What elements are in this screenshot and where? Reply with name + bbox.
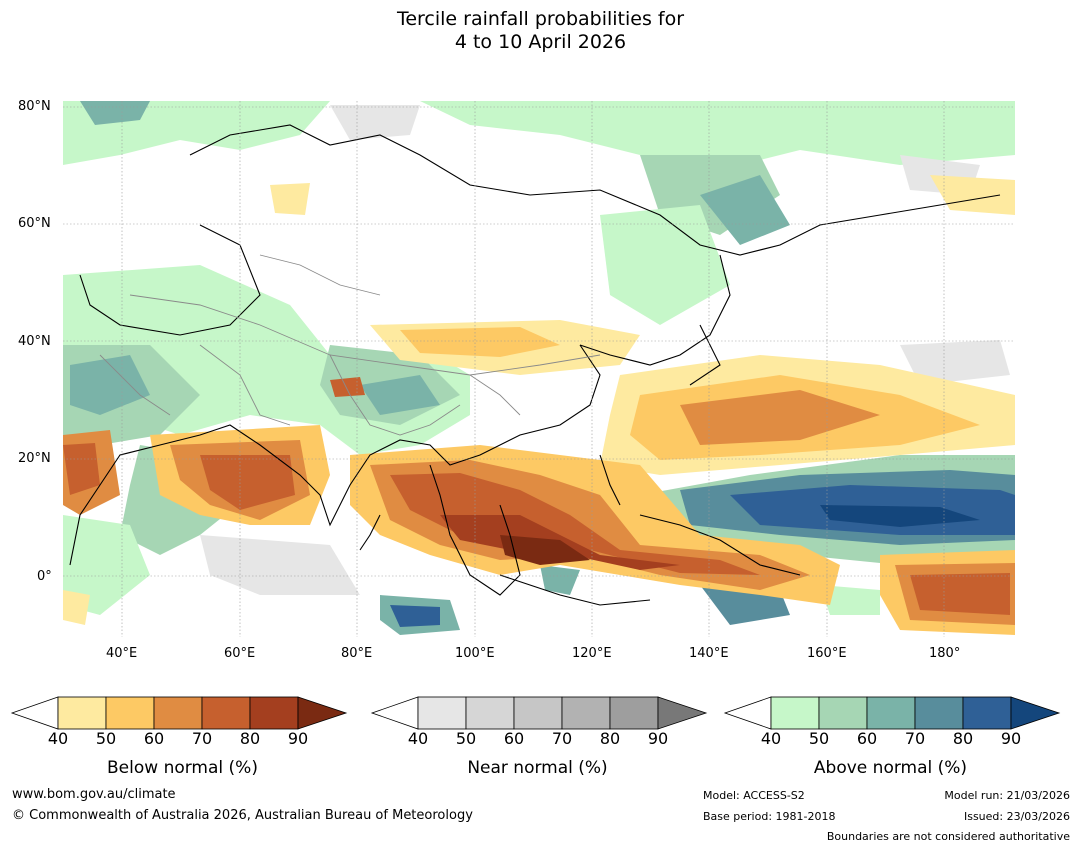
- colorbar-above-segment: [818, 696, 868, 730]
- colorbar-below-extend-high: [297, 696, 348, 730]
- country-borders: [99, 254, 601, 436]
- colorbar-above-svg: 40 50 60 70 80 90: [723, 696, 1061, 748]
- colorbar-below-segment: [105, 696, 155, 730]
- lon-label-120e: 120°E: [572, 646, 612, 661]
- colorbar-near-extend-low: [370, 696, 419, 730]
- colorbar-near-segment: [513, 696, 563, 730]
- colorbar-near-tick-label: 80: [600, 729, 620, 748]
- colorbar-below-tick-label: 40: [48, 729, 68, 748]
- lat-label-0: 0°: [37, 569, 52, 584]
- colorbar-near-segment: [561, 696, 611, 730]
- lat-label-60n: 60°N: [18, 216, 51, 231]
- colorbar-below-segment: [249, 696, 299, 730]
- map-field: [63, 101, 1015, 637]
- colorbar-above-tick-label: 70: [905, 729, 925, 748]
- lat-label-40n: 40°N: [18, 334, 51, 349]
- colorbar-below-segment: [201, 696, 251, 730]
- footer-disclaimer: Boundaries are not considered authoritat…: [826, 830, 1070, 843]
- footer-website: www.bom.gov.au/climate: [12, 787, 176, 802]
- colorbar-near-svg: 40 50 60 70 80 90: [370, 696, 708, 748]
- lon-label-180: 180°: [929, 646, 961, 661]
- coastlines: [69, 124, 1001, 606]
- colorbar-near-tick-label: 70: [552, 729, 572, 748]
- title-line-1: Tercile rainfall probabilities for: [396, 8, 685, 30]
- map-title: Tercile rainfall probabilities for 4 to …: [0, 8, 1081, 54]
- colorbar-above-segment: [770, 696, 820, 730]
- lon-label-100e: 100°E: [455, 646, 495, 661]
- colorbar-title-above: Above normal (%): [813, 758, 968, 778]
- colorbar-near-tick-label: 60: [504, 729, 524, 748]
- colorbar-near-normal: 40 50 60 70 80 90: [370, 690, 715, 785]
- colorbar-below-svg: 40 50 60 70 80 90: [10, 696, 348, 748]
- colorbar-below-tick-label: 90: [288, 729, 308, 748]
- lon-label-80e: 80°E: [341, 646, 373, 661]
- map-canvas: [63, 101, 1015, 637]
- colorbar-above-extend-high: [1010, 696, 1061, 730]
- colorbar-above-normal: 40 50 60 70 80 90: [723, 690, 1068, 785]
- title-line-2: 4 to 10 April 2026: [454, 31, 627, 53]
- footer-model-run: Model run: 21/03/2026: [944, 789, 1070, 802]
- graticule: [63, 101, 1015, 637]
- colorbar-below-normal: 40 50 60 70 80 90: [10, 690, 355, 785]
- lat-label-20n: 20°N: [18, 451, 51, 466]
- colorbar-title-near: Near normal (%): [467, 758, 608, 778]
- footer-model: Model: ACCESS-S2: [703, 789, 805, 802]
- lon-label-60e: 60°E: [224, 646, 256, 661]
- colorbar-above-tick-label: 90: [1001, 729, 1021, 748]
- colorbar-below-tick-label: 80: [240, 729, 260, 748]
- colorbar-above-segment: [914, 696, 964, 730]
- lat-label-80n: 80°N: [18, 99, 51, 114]
- colorbar-near-extend-high: [657, 696, 708, 730]
- colorbar-below-tick-label: 50: [96, 729, 116, 748]
- colorbar-above-extend-low: [723, 696, 772, 730]
- footer-issued: Issued: 23/03/2026: [963, 810, 1070, 823]
- colorbar-near-tick-label: 90: [648, 729, 668, 748]
- colorbar-near-segment: [609, 696, 659, 730]
- below-normal-areas: [63, 175, 1015, 635]
- colorbar-near-tick-label: 50: [456, 729, 476, 748]
- above-normal-areas: [63, 101, 1015, 635]
- colorbar-near-segment: [465, 696, 515, 730]
- colorbar-above-tick-label: 60: [857, 729, 877, 748]
- colorbar-below-extend-low: [10, 696, 59, 730]
- rainfall-probability-map: 80°N 60°N 40°N 20°N 0° 40°E 60°E 80°E 10…: [0, 95, 1081, 670]
- colorbar-below-tick-label: 70: [192, 729, 212, 748]
- colorbar-title-below: Below normal (%): [107, 758, 258, 778]
- colorbar-near-tick-label: 40: [408, 729, 428, 748]
- colorbar-above-tick-label: 50: [809, 729, 829, 748]
- lon-label-40e: 40°E: [106, 646, 138, 661]
- colorbar-above-segment: [866, 696, 916, 730]
- colorbar-near-segment: [417, 696, 467, 730]
- lon-label-140e: 140°E: [689, 646, 729, 661]
- footer-base-period: Base period: 1981-2018: [703, 810, 836, 823]
- lon-label-160e: 160°E: [807, 646, 847, 661]
- colorbar-below-segment: [57, 696, 107, 730]
- colorbar-above-tick-label: 80: [953, 729, 973, 748]
- colorbar-below-tick-label: 60: [144, 729, 164, 748]
- footer-copyright: © Commonwealth of Australia 2026, Austra…: [12, 808, 473, 823]
- colorbar-below-segment: [153, 696, 203, 730]
- colorbar-above-segment: [962, 696, 1012, 730]
- colorbar-above-tick-label: 40: [761, 729, 781, 748]
